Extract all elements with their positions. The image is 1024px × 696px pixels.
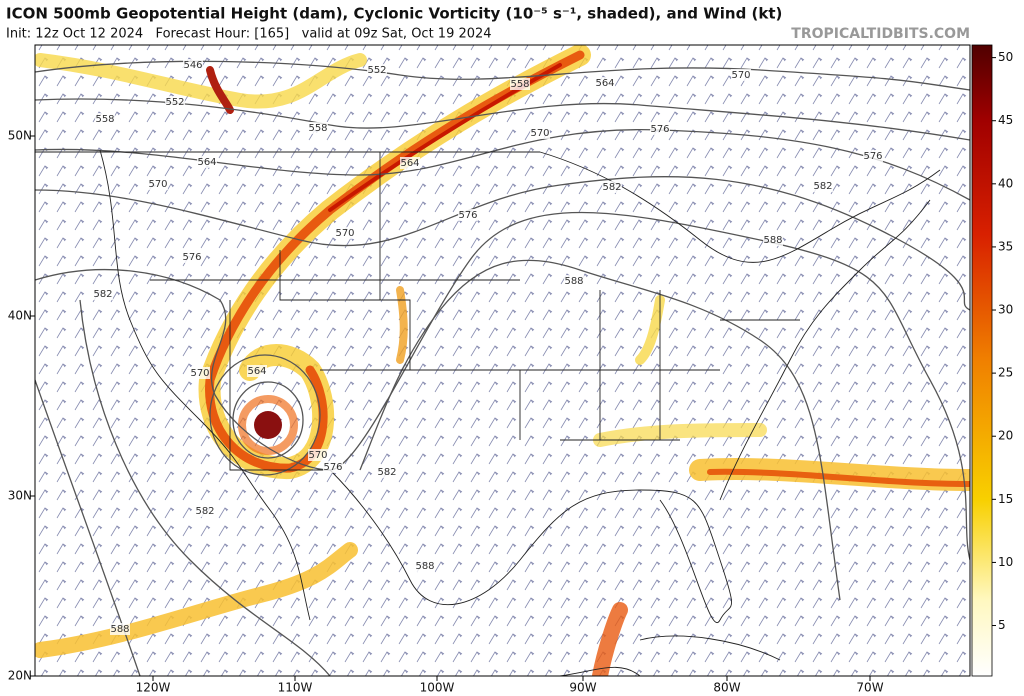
longitude-label: 90W <box>569 681 596 695</box>
latitude-label: 30N <box>8 489 32 503</box>
contour-label-bg <box>110 623 130 635</box>
wind-barbs <box>35 45 970 676</box>
contour-label: 582 <box>813 181 832 192</box>
colorbar-tick-label: 30 <box>998 303 1013 317</box>
contour-label-bg <box>510 78 530 90</box>
colorbar-tick-label: 10 <box>998 555 1013 569</box>
contour-label: 558 <box>95 114 114 125</box>
colorbar-tick-label: 15 <box>998 492 1013 506</box>
contour-label-bg <box>530 127 550 139</box>
contour-label: 570 <box>335 228 354 239</box>
contour-label: 558 <box>510 79 529 90</box>
colorbar-tick-label: 5 <box>998 618 1006 632</box>
subtitle: Init: 12z Oct 12 2024 Forecast Hour: [16… <box>6 27 492 42</box>
title: ICON 500mb Geopotential Height (dam), Cy… <box>6 5 782 23</box>
contour-label-bg <box>335 227 355 239</box>
contour-label-bg <box>763 234 783 246</box>
contour-label: 558 <box>308 123 327 134</box>
colorbar-tick-label: 45 <box>998 113 1013 127</box>
contour-label: 564 <box>595 78 614 89</box>
contour-label: 570 <box>530 128 549 139</box>
contour-label: 576 <box>650 124 669 135</box>
contour-label: 582 <box>195 506 214 517</box>
contour-label: 564 <box>197 157 216 168</box>
contour-label-bg <box>182 251 202 263</box>
longitude-label: 100W <box>420 681 455 695</box>
contour-label: 582 <box>602 182 621 193</box>
contour-label-bg <box>564 275 584 287</box>
contour-label-bg <box>195 505 215 517</box>
contour-label-bg <box>602 181 622 193</box>
contour-label: 570 <box>308 450 327 461</box>
contour-label-bg <box>863 150 883 162</box>
contour-label: 570 <box>190 368 209 379</box>
longitude-label: 80W <box>713 681 740 695</box>
contour-label: 576 <box>323 462 342 473</box>
contour-label: 570 <box>731 70 750 81</box>
longitude-label: 110W <box>278 681 313 695</box>
contour-label-bg <box>148 178 168 190</box>
contour-label-bg <box>183 59 203 71</box>
colorbar-tick-label: 40 <box>998 176 1013 190</box>
colorbar-tick-label: 50 <box>998 50 1013 64</box>
vorticity <box>35 45 970 676</box>
contour-label-bg <box>415 560 435 572</box>
contour-label: 564 <box>247 366 266 377</box>
contour-label: 570 <box>148 179 167 190</box>
boundaries <box>35 149 941 676</box>
contour-label: 552 <box>367 65 386 76</box>
contour-label: 576 <box>458 210 477 221</box>
contour-label-bg <box>95 113 115 125</box>
longitude-label: 120W <box>136 681 171 695</box>
contour-label-bg <box>308 122 328 134</box>
contour-label: 576 <box>182 252 201 263</box>
contour-label: 582 <box>377 467 396 478</box>
latitude-label: 50N <box>8 129 32 143</box>
contour-label-bg <box>93 288 113 300</box>
contour-label: 576 <box>863 151 882 162</box>
map-frame <box>34 44 971 677</box>
contour-label-bg <box>595 77 615 89</box>
contour-label-bg <box>323 461 343 473</box>
contour-label: 588 <box>110 624 129 635</box>
contour-label-bg <box>650 123 670 135</box>
contour-label: 582 <box>93 289 112 300</box>
contour-label-bg <box>165 96 185 108</box>
contour-label-bg <box>731 69 751 81</box>
contour-label-bg <box>367 64 387 76</box>
contour-label-bg <box>813 180 833 192</box>
colorbar <box>971 44 993 677</box>
contour-label: 564 <box>400 158 419 169</box>
contour-label-bg <box>400 157 420 169</box>
contour-label: 588 <box>564 276 583 287</box>
contour-label-bg <box>247 365 267 377</box>
contour-label-bg <box>190 367 210 379</box>
latitude-label: 40N <box>8 309 32 323</box>
contour-label-bg <box>308 449 328 461</box>
contour-label: 552 <box>165 97 184 108</box>
contour-label: 588 <box>763 235 782 246</box>
colorbar-tick-label: 25 <box>998 366 1013 380</box>
longitude-label: 70W <box>856 681 883 695</box>
colorbar-tick-label: 20 <box>998 429 1013 443</box>
contour-label: 546 <box>183 60 202 71</box>
contour-label-bg <box>458 209 478 221</box>
map <box>35 45 970 676</box>
contour-label-bg <box>197 156 217 168</box>
colorbar-tick-label: 35 <box>998 239 1013 253</box>
contour-label: 588 <box>415 561 434 572</box>
watermark: TROPICALTIDBITS.COM <box>791 26 970 42</box>
contour-label-bg <box>377 466 397 478</box>
latitude-label: 20N <box>8 669 32 683</box>
